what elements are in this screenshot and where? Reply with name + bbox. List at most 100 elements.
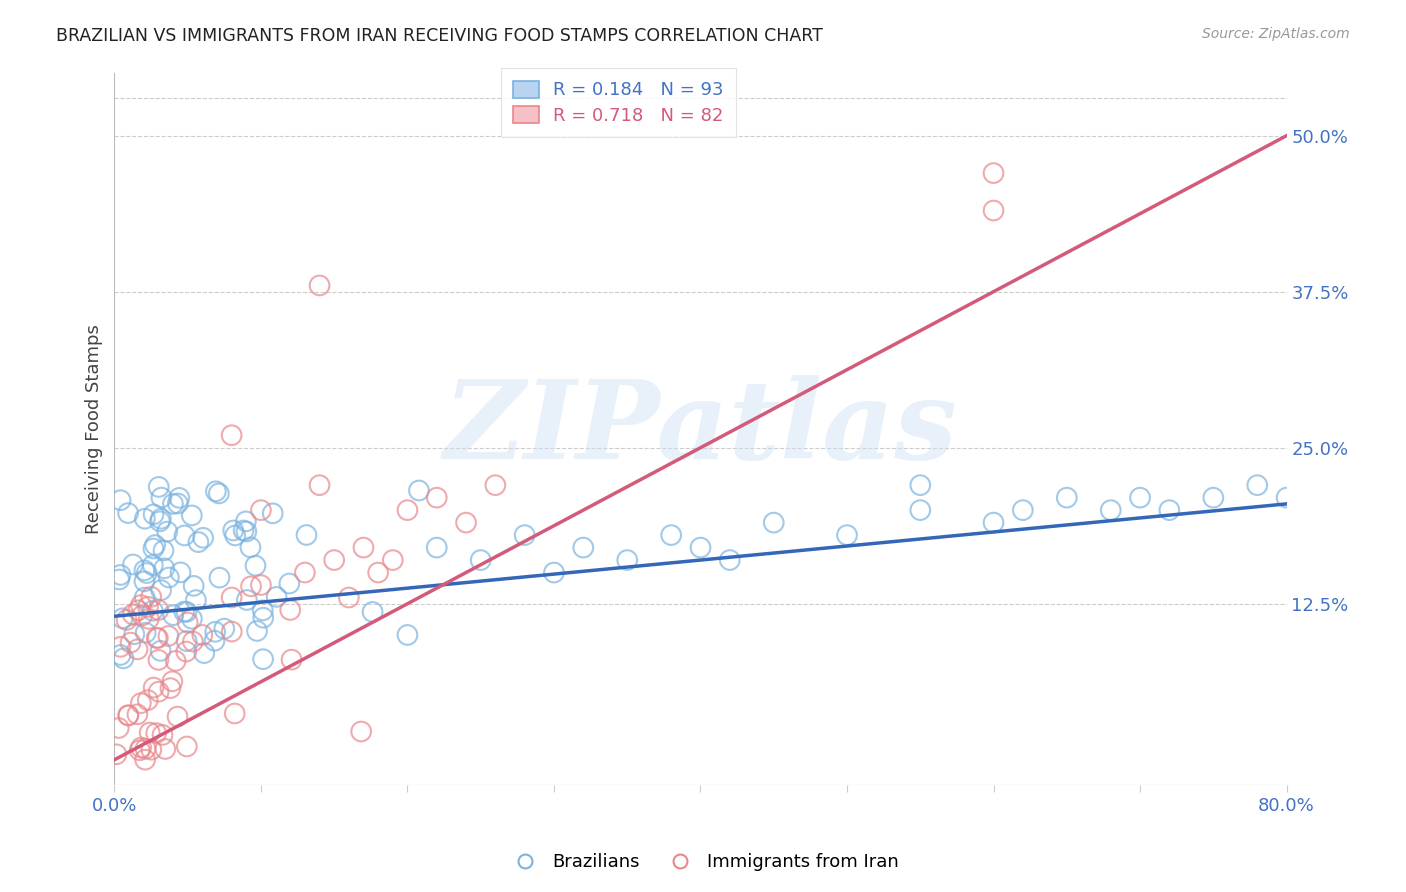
Point — [1011, 503, 1033, 517]
Point — [162, 497, 184, 511]
Point — [396, 503, 419, 517]
Point — [110, 568, 132, 582]
Point — [983, 516, 1005, 530]
Point — [1275, 491, 1298, 505]
Point — [156, 524, 179, 539]
Point — [148, 653, 170, 667]
Point — [134, 591, 156, 605]
Point — [149, 514, 172, 528]
Point — [221, 591, 243, 605]
Point — [337, 591, 360, 605]
Point — [350, 724, 373, 739]
Point — [176, 739, 198, 754]
Point — [1056, 491, 1078, 505]
Point — [180, 508, 202, 523]
Point — [222, 524, 245, 538]
Point — [129, 598, 152, 612]
Point — [165, 654, 187, 668]
Point — [262, 506, 284, 520]
Point — [115, 613, 138, 627]
Point — [224, 528, 246, 542]
Point — [367, 566, 389, 580]
Point — [157, 570, 180, 584]
Point — [148, 684, 170, 698]
Point — [117, 506, 139, 520]
Point — [762, 516, 785, 530]
Point — [169, 491, 191, 505]
Point — [616, 553, 638, 567]
Point — [1099, 503, 1122, 517]
Point — [174, 644, 197, 658]
Point — [191, 531, 214, 545]
Point — [280, 652, 302, 666]
Point — [1129, 491, 1152, 505]
Point — [148, 480, 170, 494]
Point — [208, 571, 231, 585]
Point — [110, 493, 132, 508]
Point — [208, 486, 231, 500]
Point — [142, 681, 165, 695]
Point — [252, 652, 274, 666]
Point — [150, 491, 173, 505]
Point — [153, 561, 176, 575]
Point — [408, 483, 430, 498]
Point — [381, 553, 404, 567]
Point — [145, 726, 167, 740]
Point — [323, 553, 346, 567]
Point — [141, 590, 163, 604]
Text: BRAZILIAN VS IMMIGRANTS FROM IRAN RECEIVING FOOD STAMPS CORRELATION CHART: BRAZILIAN VS IMMIGRANTS FROM IRAN RECEIV… — [56, 27, 823, 45]
Point — [983, 203, 1005, 218]
Point — [159, 681, 181, 695]
Point — [250, 503, 273, 517]
Y-axis label: Receiving Food Stamps: Receiving Food Stamps — [86, 324, 103, 534]
Point — [232, 524, 254, 538]
Point — [193, 646, 215, 660]
Point — [152, 543, 174, 558]
Point — [426, 541, 449, 555]
Point — [134, 574, 156, 589]
Point — [120, 635, 142, 649]
Point — [149, 644, 172, 658]
Point — [278, 576, 301, 591]
Point — [983, 166, 1005, 180]
Point — [835, 528, 858, 542]
Point — [689, 541, 711, 555]
Point — [426, 491, 449, 505]
Point — [148, 603, 170, 617]
Point — [184, 593, 207, 607]
Point — [1202, 491, 1225, 505]
Point — [204, 633, 226, 648]
Point — [105, 747, 128, 762]
Point — [122, 558, 145, 572]
Point — [149, 512, 172, 526]
Point — [134, 563, 156, 577]
Point — [396, 628, 419, 642]
Point — [152, 728, 174, 742]
Point — [117, 708, 139, 723]
Point — [180, 612, 202, 626]
Point — [138, 612, 160, 626]
Point — [128, 743, 150, 757]
Legend: Brazilians, Immigrants from Iran: Brazilians, Immigrants from Iran — [501, 847, 905, 879]
Point — [124, 627, 146, 641]
Point — [167, 496, 190, 510]
Point — [224, 706, 246, 721]
Text: ZIPatlas: ZIPatlas — [443, 376, 957, 483]
Point — [910, 503, 932, 517]
Point — [173, 528, 195, 542]
Point — [162, 674, 184, 689]
Point — [135, 566, 157, 580]
Point — [111, 611, 134, 625]
Point — [266, 590, 288, 604]
Point — [1246, 478, 1268, 492]
Point — [214, 622, 236, 636]
Point — [129, 696, 152, 710]
Point — [135, 625, 157, 640]
Point — [150, 583, 173, 598]
Point — [146, 631, 169, 645]
Point — [308, 478, 330, 492]
Point — [176, 634, 198, 648]
Point — [143, 538, 166, 552]
Point — [173, 605, 195, 619]
Point — [176, 605, 198, 619]
